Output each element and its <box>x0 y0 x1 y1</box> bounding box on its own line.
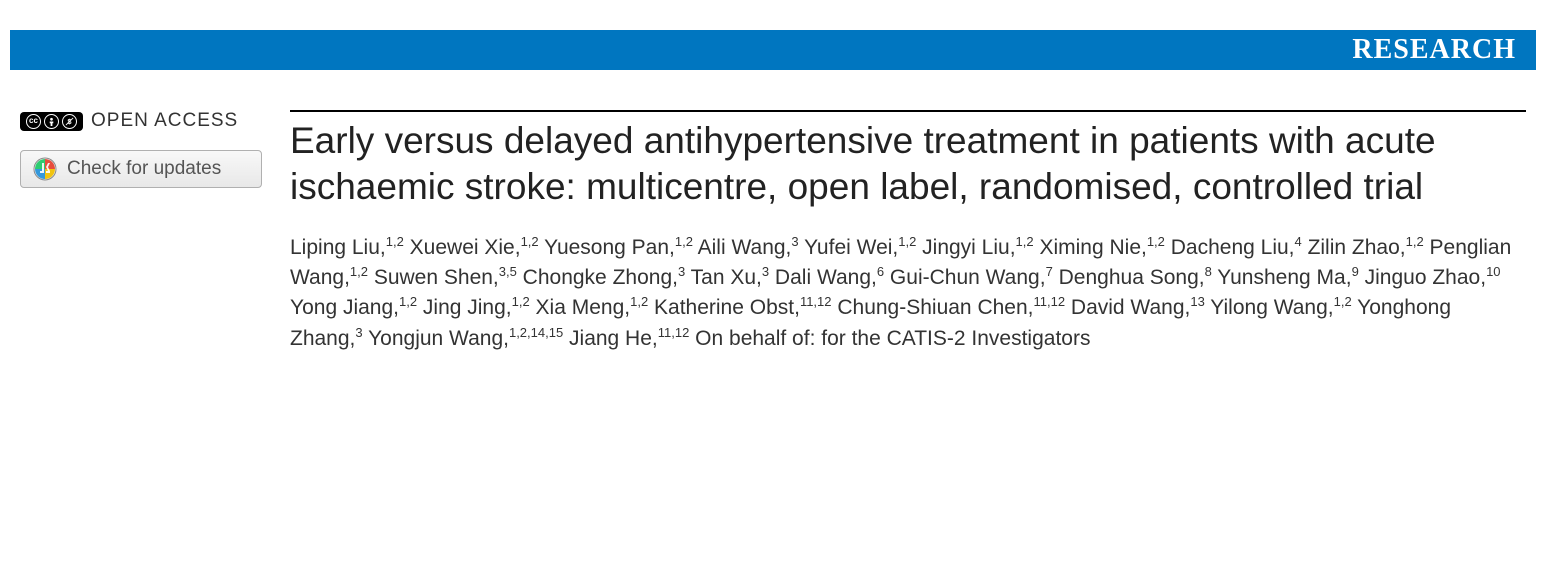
crossmark-icon <box>33 157 57 181</box>
nc-icon: $ <box>62 114 77 129</box>
cc-license-icon: cc $ <box>20 112 83 131</box>
cc-icon: cc <box>26 114 41 129</box>
by-icon <box>44 114 59 129</box>
section-banner: RESEARCH <box>10 30 1536 70</box>
article-header: Early versus delayed antihypertensive tr… <box>290 110 1526 354</box>
sidebar: cc $ OPEN ACCESS Check for updates <box>20 110 290 354</box>
article-title: Early versus delayed antihypertensive tr… <box>290 118 1526 211</box>
section-banner-label: RESEARCH <box>1352 34 1516 65</box>
content-area: cc $ OPEN ACCESS Check for updates <box>0 110 1546 354</box>
check-for-updates-button[interactable]: Check for updates <box>20 150 262 188</box>
open-access-label: OPEN ACCESS <box>91 110 238 132</box>
open-access-badge: cc $ OPEN ACCESS <box>20 110 270 132</box>
check-for-updates-label: Check for updates <box>67 158 221 180</box>
author-list: Liping Liu,1,2 Xuewei Xie,1,2 Yuesong Pa… <box>290 233 1526 355</box>
